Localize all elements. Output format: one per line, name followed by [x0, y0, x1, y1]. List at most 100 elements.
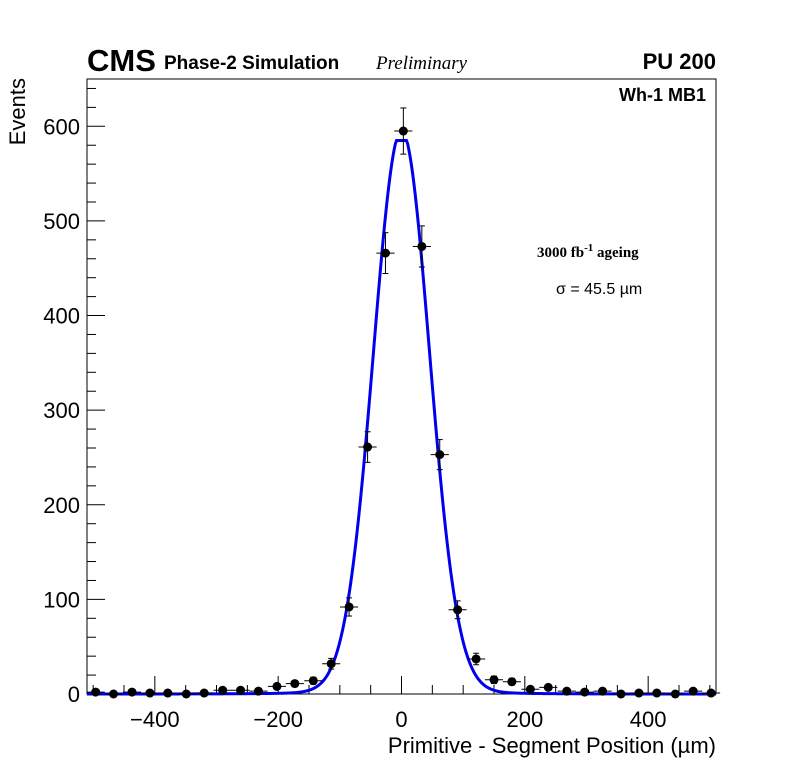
data-marker — [272, 681, 282, 691]
data-point — [267, 681, 286, 691]
data-marker — [652, 688, 662, 698]
data-marker — [290, 679, 300, 689]
sigma-label: σ = 45.5 µm — [556, 281, 642, 298]
data-point — [304, 676, 323, 686]
data-point — [376, 232, 395, 275]
phase2-simulation-label: Phase-2 Simulation — [164, 53, 339, 74]
data-marker — [489, 675, 499, 685]
data-point — [249, 686, 268, 696]
data-marker — [236, 685, 246, 695]
x-axis-title: Primitive - Segment Position (µm) — [388, 733, 716, 758]
data-marker — [326, 659, 336, 669]
data-marker — [543, 682, 553, 692]
data-point — [666, 689, 685, 699]
data-point — [104, 689, 123, 699]
x-tick-label: −200 — [253, 707, 303, 732]
y-tick-label: 0 — [68, 682, 80, 707]
data-point — [448, 600, 467, 620]
ageing-exponent: -1 — [584, 242, 593, 254]
data-marker — [435, 450, 445, 460]
x-axis: −400 −200 0 200 400 — [92, 676, 711, 732]
data-point — [394, 107, 413, 155]
data-marker — [380, 248, 390, 258]
data-marker — [253, 686, 263, 696]
y-tick-label: 300 — [43, 398, 80, 423]
x-tick-label: 200 — [506, 707, 543, 732]
cms-label: CMS — [87, 43, 156, 78]
data-point — [358, 431, 377, 463]
data-marker — [616, 689, 626, 699]
data-marker — [181, 689, 191, 699]
data-point — [647, 688, 666, 698]
region-label: Wh-1 MB1 — [619, 85, 706, 105]
data-marker — [453, 605, 463, 615]
y-tick-label: 600 — [43, 114, 80, 139]
data-point — [629, 688, 648, 698]
data-marker — [199, 688, 209, 698]
data-marker — [91, 687, 101, 697]
data-points-group — [86, 107, 721, 699]
data-point — [158, 688, 177, 698]
fit-curve-group — [87, 139, 716, 696]
data-marker — [163, 688, 173, 698]
x-tick-label: 0 — [395, 707, 407, 732]
y-axis-title: Events — [5, 78, 30, 145]
data-point — [122, 687, 142, 697]
data-point — [539, 682, 558, 692]
data-marker — [580, 687, 590, 697]
data-marker — [670, 689, 680, 699]
data-point — [484, 675, 504, 685]
data-marker — [145, 688, 155, 698]
data-point — [412, 225, 431, 268]
plot-frame — [86, 78, 717, 695]
data-marker — [688, 686, 698, 696]
data-marker — [109, 689, 119, 699]
data-marker — [598, 686, 608, 696]
data-point — [575, 687, 594, 697]
data-marker — [634, 688, 644, 698]
data-marker — [363, 442, 373, 452]
preliminary-label: Preliminary — [375, 53, 468, 74]
data-marker — [344, 602, 354, 612]
x-tick-label: −400 — [130, 707, 180, 732]
data-point — [340, 597, 359, 617]
data-marker — [507, 677, 517, 687]
data-point — [177, 689, 196, 699]
data-point — [684, 686, 703, 696]
data-marker — [127, 687, 137, 697]
y-axis: 0 100 200 300 400 500 600 — [43, 87, 105, 707]
data-point — [213, 685, 232, 695]
data-point — [702, 688, 721, 698]
data-point — [322, 657, 341, 670]
data-marker — [417, 241, 427, 251]
data-point — [593, 686, 612, 696]
data-point — [86, 687, 105, 697]
data-point — [285, 679, 304, 689]
data-point — [467, 652, 486, 666]
data-marker — [471, 654, 481, 664]
y-tick-label: 100 — [43, 587, 80, 612]
pileup-label: PU 200 — [643, 49, 716, 74]
x-tick-label: 400 — [630, 707, 667, 732]
data-marker — [308, 676, 318, 686]
data-point — [140, 688, 159, 698]
ageing-suffix: ageing — [593, 245, 639, 261]
data-marker — [398, 126, 408, 136]
data-marker — [562, 686, 572, 696]
y-tick-label: 500 — [43, 209, 80, 234]
y-tick-label: 200 — [43, 493, 80, 518]
data-marker — [218, 685, 228, 695]
data-point — [502, 677, 521, 687]
data-marker — [525, 684, 535, 694]
ageing-label: 3000 fb-1 ageing — [537, 242, 639, 261]
data-point — [231, 685, 250, 695]
y-tick-label: 400 — [43, 304, 80, 329]
data-point — [195, 688, 214, 698]
data-point — [611, 689, 631, 699]
data-point — [557, 686, 576, 696]
fit-curve — [87, 139, 716, 696]
data-point — [521, 684, 540, 694]
ageing-value: 3000 fb — [537, 245, 584, 261]
data-point — [430, 439, 449, 471]
